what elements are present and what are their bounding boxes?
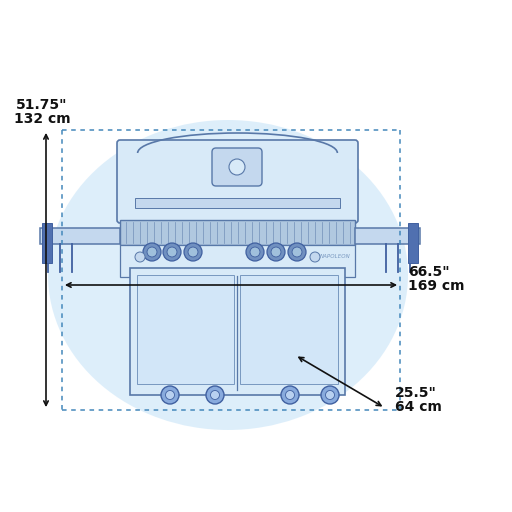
Circle shape <box>292 247 302 257</box>
FancyBboxPatch shape <box>117 140 358 223</box>
Circle shape <box>184 243 202 261</box>
FancyBboxPatch shape <box>120 245 355 277</box>
Circle shape <box>165 391 175 399</box>
FancyBboxPatch shape <box>135 198 340 208</box>
Ellipse shape <box>48 120 408 430</box>
Circle shape <box>326 391 334 399</box>
Text: 51.75": 51.75" <box>16 98 68 112</box>
Circle shape <box>229 159 245 175</box>
Text: 25.5": 25.5" <box>395 386 437 400</box>
Circle shape <box>167 247 177 257</box>
Circle shape <box>321 386 339 404</box>
Text: 169 cm: 169 cm <box>408 279 464 293</box>
Circle shape <box>135 252 145 262</box>
FancyBboxPatch shape <box>408 223 418 263</box>
Text: 132 cm: 132 cm <box>14 112 70 126</box>
Circle shape <box>147 247 157 257</box>
Circle shape <box>161 386 179 404</box>
FancyBboxPatch shape <box>40 228 120 244</box>
Circle shape <box>310 252 320 262</box>
Circle shape <box>250 247 260 257</box>
Circle shape <box>143 243 161 261</box>
FancyBboxPatch shape <box>130 268 345 395</box>
FancyBboxPatch shape <box>355 228 420 244</box>
Circle shape <box>281 386 299 404</box>
Circle shape <box>267 243 285 261</box>
Circle shape <box>206 386 224 404</box>
Circle shape <box>246 243 264 261</box>
FancyBboxPatch shape <box>120 220 355 245</box>
FancyBboxPatch shape <box>240 275 338 384</box>
Text: 64 cm: 64 cm <box>395 400 442 414</box>
Text: NAPOLEON: NAPOLEON <box>320 254 351 259</box>
FancyBboxPatch shape <box>42 223 52 263</box>
Circle shape <box>271 247 281 257</box>
Circle shape <box>188 247 198 257</box>
Circle shape <box>210 391 220 399</box>
Circle shape <box>288 243 306 261</box>
FancyBboxPatch shape <box>212 148 262 186</box>
Circle shape <box>286 391 294 399</box>
FancyBboxPatch shape <box>137 275 234 384</box>
Text: 66.5": 66.5" <box>408 265 450 279</box>
Circle shape <box>163 243 181 261</box>
